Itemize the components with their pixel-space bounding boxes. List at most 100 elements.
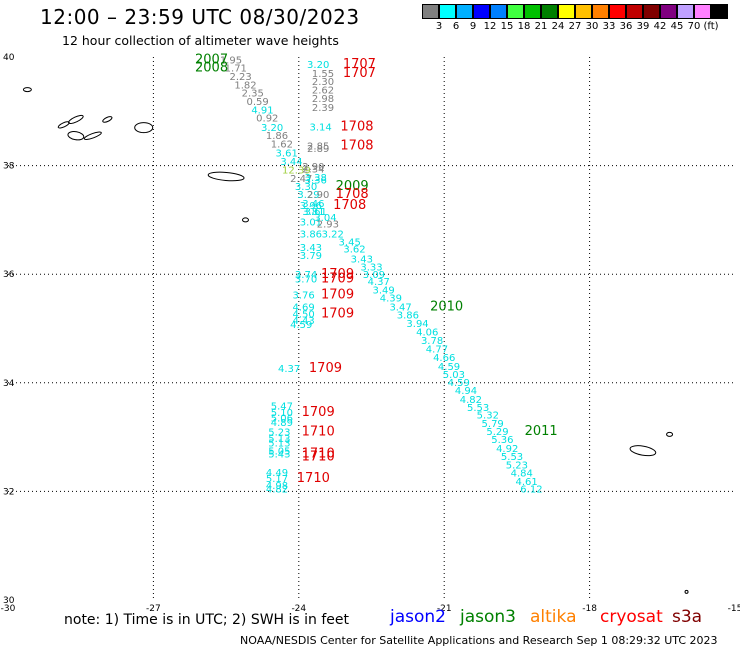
wave-height-value: 4.61 (515, 477, 537, 488)
color-legend-labels: 3 6 9 12 15 18 21 24 27 30 33 36 39 42 45 70 (ft) (422, 21, 740, 35)
legend-tick-label: 24 (551, 21, 565, 32)
wave-height-value: 4.77 (426, 344, 448, 355)
wave-height-value: 5.47 (271, 401, 293, 412)
legend-tick-label: 27 (568, 21, 582, 32)
wave-height-value: 4.92 (496, 444, 518, 455)
legend-tick-label: 12 (483, 21, 497, 32)
pass-time-label: 2009 (336, 179, 369, 194)
wave-height-value: 0.92 (256, 114, 278, 125)
wave-height-value: 3.81 (302, 207, 324, 218)
wave-height-value: 3.46 (302, 199, 324, 210)
wave-height-value: 2.98 (312, 94, 334, 105)
island-outline (57, 121, 70, 129)
legend-tick-label: 9 (469, 21, 477, 32)
legend-swatch (609, 4, 626, 19)
pass-time-label: 1708 (340, 119, 373, 134)
pass-time-label: 1710 (302, 449, 335, 464)
wave-height-value: 3.70 (295, 274, 317, 285)
wave-height-value: 3.43 (351, 254, 373, 265)
chart-title: 12:00 – 23:59 UTC 08/30/2023 (40, 5, 360, 29)
pass-time-label: 2007 (195, 53, 228, 68)
satellite-legend-altika: altika (530, 607, 577, 627)
legend-swatch (558, 4, 575, 19)
wave-height-value: 4.37 (368, 277, 390, 288)
wave-height-value: 5.79 (482, 419, 504, 430)
wave-height-value: 2.89 (307, 144, 329, 155)
lat-tick-label: 38 (3, 162, 15, 172)
wave-height-value: 3.61 (305, 207, 327, 218)
wave-height-value: 4.39 (380, 293, 402, 304)
wave-height-value: 4.59 (448, 378, 470, 389)
wave-height-value: 3.22 (322, 229, 344, 240)
legend-swatch (643, 4, 660, 19)
wave-height-value: 5.23 (506, 461, 528, 472)
island-outline (629, 445, 657, 457)
wave-height-value: 3.14 (309, 122, 331, 133)
wave-height-value: 5.10 (271, 408, 293, 419)
pass-time-label: 1709 (321, 271, 354, 286)
wave-height-value: 3.29 (297, 190, 319, 201)
wave-height-value: 0.59 (246, 97, 268, 108)
lon-tick-label: -30 (1, 604, 16, 614)
wave-height-value: 3.94 (406, 319, 428, 330)
wave-height-value: 2.30 (312, 77, 334, 88)
lat-tick-label: 34 (3, 379, 15, 389)
wave-height-value: 5.53 (501, 452, 523, 463)
legend-swatch (456, 4, 473, 19)
wave-height-value: 4.94 (455, 386, 477, 397)
legend-swatch (694, 4, 711, 19)
wave-height-value: 2.85 (307, 141, 329, 152)
legend-swatch (473, 4, 490, 19)
wave-height-value: 5.06 (271, 413, 293, 424)
wave-height-value: 2.90 (302, 162, 324, 173)
satellite-legend-jason2: jason2 (390, 607, 446, 627)
wave-height-value: 3.20 (261, 123, 283, 134)
lon-tick-label: -21 (437, 604, 452, 614)
lat-tick-label: 32 (3, 487, 14, 497)
wave-height-value: 4.82 (266, 484, 288, 495)
wave-height-value: 3.76 (293, 291, 315, 302)
island-outline (102, 116, 113, 123)
footer-note: note: 1) Time is in UTC; 2) SWH is in fe… (64, 612, 350, 628)
wave-height-value: 3.49 (372, 286, 394, 297)
wave-height-value: 3.04 (314, 213, 336, 224)
legend-tick-label: 3 (435, 21, 443, 32)
wave-height-value: 5.36 (491, 435, 513, 446)
lat-tick-label: 36 (3, 270, 15, 280)
legend-swatch (626, 4, 643, 19)
wave-height-value: 4.59 (290, 320, 312, 331)
wave-height-value: 3.86 (300, 229, 322, 240)
pass-time-label: 1708 (336, 187, 369, 202)
wave-height-value: 12.39 (282, 166, 311, 177)
satellite-legend-s3a: s3a (672, 607, 703, 627)
island-outline (67, 131, 85, 141)
wave-height-value: 5.03 (443, 370, 465, 381)
wave-height-value: 4.89 (271, 418, 293, 429)
wave-height-value: 1.62 (271, 140, 293, 151)
wave-height-value: 2.93 (317, 220, 339, 231)
wave-height-value: 3.43 (300, 243, 322, 254)
wave-height-value: 3.20 (307, 60, 329, 71)
island-outline (207, 171, 245, 182)
lat-tick-label: 30 (3, 596, 15, 606)
legend-tick-label: (ft) (703, 21, 719, 32)
wave-height-value: 5.17 (266, 474, 288, 485)
wave-height-value: 3.36 (305, 176, 327, 187)
wave-height-value: 4.69 (293, 303, 315, 314)
island-outline (684, 589, 689, 594)
wave-height-value: 5.13 (268, 434, 290, 445)
legend-tick-label: 42 (653, 21, 667, 32)
legend-tick-label: 6 (452, 21, 460, 32)
wave-height-value: 3.62 (343, 244, 365, 255)
lon-tick-label: -24 (291, 604, 306, 614)
wave-height-value: 4.37 (278, 364, 300, 375)
pass-time-label: 1708 (340, 138, 373, 153)
wave-height-value: 5.13 (268, 438, 290, 449)
legend-swatch (575, 4, 592, 19)
wave-height-value: 3.01 (300, 217, 322, 228)
pass-time-label: 1709 (321, 288, 354, 303)
pass-time-label: 2010 (430, 300, 463, 315)
wave-height-value: 2.34 (302, 165, 324, 176)
wave-height-value: 3.45 (339, 237, 361, 248)
